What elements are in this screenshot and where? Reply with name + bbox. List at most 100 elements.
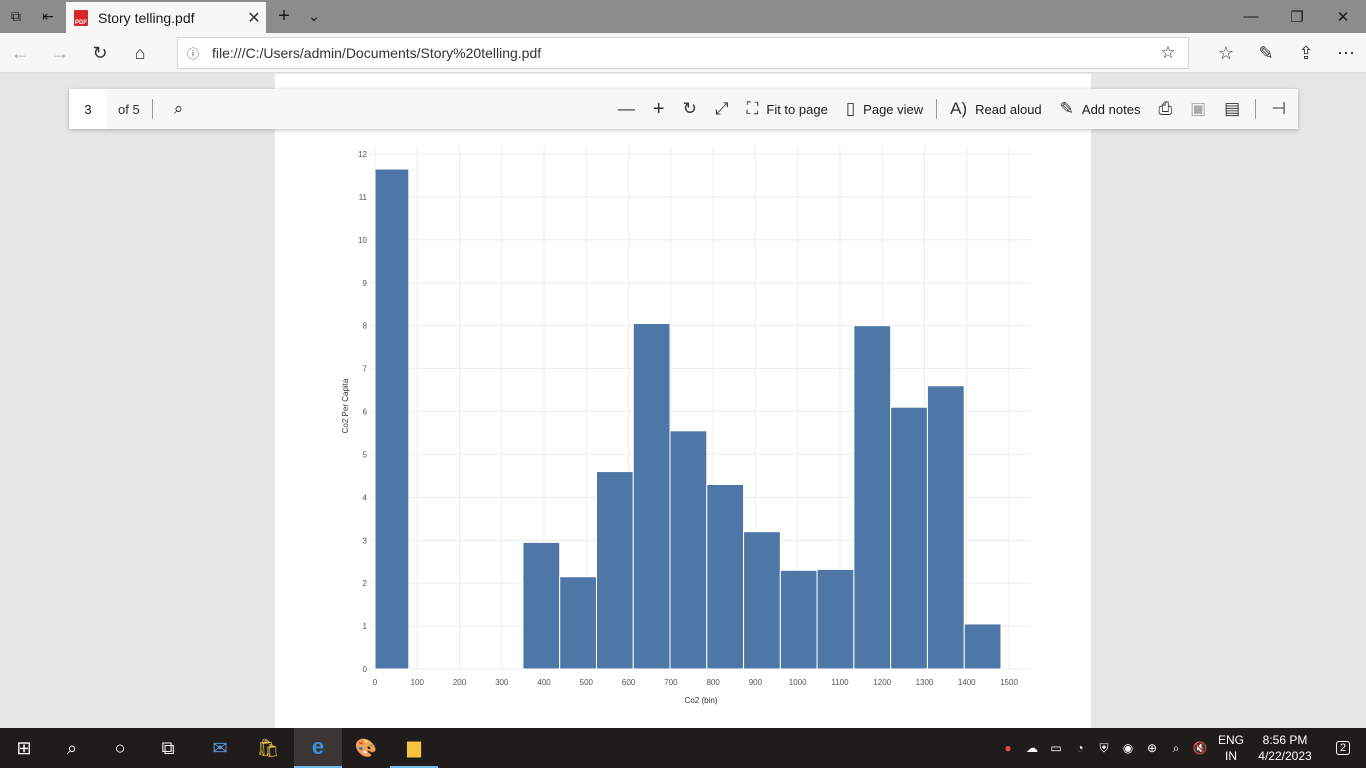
tab-actions-icon[interactable]: ⧉ — [11, 8, 21, 24]
search-button[interactable]: ⌕ — [165, 89, 193, 129]
web-note-pen-icon[interactable]: ✎ — [1258, 42, 1274, 63]
rotate-icon: ↻ — [682, 99, 697, 118]
x-tick-label: 900 — [749, 678, 763, 687]
x-tick-label: 1000 — [789, 678, 807, 687]
read-aloud-label: Read aloud — [975, 101, 1042, 117]
tab-story-telling[interactable]: PDF Story telling.pdf ✕ — [66, 2, 266, 33]
rotate-button[interactable]: ↻ — [674, 89, 706, 129]
notification-center-icon[interactable]: 2 — [1320, 728, 1366, 768]
onedrive-tray-icon[interactable]: ☁ — [1026, 741, 1038, 755]
defender-shield-icon[interactable]: ⛨ — [1099, 740, 1109, 755]
clock[interactable]: 8:56 PM 4/22/2023 — [1250, 732, 1320, 764]
y-tick-label: 6 — [363, 408, 368, 417]
edge-browser-icon[interactable]: e — [294, 728, 342, 768]
fit-to-page-button[interactable]: ⛶ Fit to page — [737, 89, 836, 129]
favorites-icon[interactable]: ☆ — [1217, 42, 1235, 63]
page-view-button[interactable]: ▯ Page view — [837, 89, 932, 129]
histogram-bar — [559, 576, 597, 670]
paint-icon[interactable]: 🎨 — [354, 737, 378, 758]
back-arrow-icon[interactable]: ← — [11, 42, 29, 63]
volume-muted-icon[interactable]: 🔇 — [1192, 741, 1208, 755]
close-tab-icon[interactable]: ✕ — [247, 9, 261, 27]
histogram-bar — [816, 568, 855, 670]
page-number-input[interactable]: 3 — [69, 89, 107, 129]
x-tick-label: 100 — [411, 678, 425, 687]
x-tick-label: 1100 — [831, 678, 849, 687]
print-button[interactable]: ⎙ — [1149, 89, 1181, 129]
y-tick-label: 9 — [363, 279, 368, 288]
x-tick-label: 800 — [706, 678, 720, 687]
x-tick-label: 500 — [580, 678, 594, 687]
restore-icon[interactable]: ❐ — [1290, 8, 1304, 26]
x-tick-label: 1200 — [873, 678, 891, 687]
save-button[interactable]: ▣ — [1181, 89, 1215, 129]
url-text[interactable]: file:///C:/Users/admin/Documents/Story%2… — [212, 45, 542, 61]
tab-title: Story telling.pdf — [98, 9, 195, 26]
y-axis-label: Co2 Per Capita — [341, 378, 350, 433]
favorite-star-icon[interactable]: ☆ — [1160, 43, 1176, 62]
cortana-icon[interactable]: ○ — [114, 737, 126, 758]
histogram-bar — [926, 385, 965, 670]
globe-tray-icon[interactable]: ⊕ — [1146, 741, 1158, 755]
network-tray-icon[interactable]: ◔ — [1076, 741, 1084, 755]
store-icon[interactable]: 🛍 — [256, 737, 280, 758]
x-tick-label: 300 — [495, 678, 509, 687]
y-tick-label: 7 — [363, 365, 368, 374]
site-info-icon[interactable]: ⓘ — [186, 46, 199, 61]
y-tick-label: 0 — [363, 665, 368, 674]
read-aloud-icon: A) — [950, 99, 968, 118]
file-explorer-icon[interactable]: ▆ — [390, 728, 438, 768]
pdf-toolbar: 3 of 5 ⌕ — + ↻ ⤢ ⛶ Fit to page ▯ Page vi… — [69, 89, 1298, 129]
task-view-icon[interactable]: ⧉ — [161, 737, 175, 758]
page-view-label: Page view — [863, 101, 924, 117]
toolbar-divider — [1255, 99, 1257, 119]
minimize-icon[interactable]: — — [1243, 8, 1259, 25]
search-icon[interactable]: ⌕ — [66, 737, 78, 758]
histogram-bar — [779, 569, 818, 670]
battery-tray-icon[interactable]: ▭ — [1050, 741, 1062, 755]
close-window-icon[interactable]: ✕ — [1336, 8, 1350, 26]
new-tab-icon[interactable]: + — [278, 5, 290, 27]
search-tray-icon[interactable]: ⌕ — [1172, 740, 1180, 755]
add-notes-button[interactable]: ✎ Add notes — [1051, 89, 1150, 129]
save-as-button[interactable]: ▤ — [1215, 89, 1249, 129]
read-aloud-button[interactable]: A) Read aloud — [941, 89, 1051, 129]
toolbar-divider — [936, 99, 938, 119]
y-tick-label: 4 — [363, 493, 368, 502]
share-icon[interactable]: ⇪ — [1298, 42, 1314, 63]
zoom-in-button[interactable]: + — [644, 89, 674, 129]
tab-list-chevron-down-icon[interactable]: ⌄ — [308, 8, 320, 24]
histogram-bar — [522, 541, 561, 670]
mail-icon[interactable]: ✉ — [212, 737, 228, 758]
x-tick-label: 400 — [537, 678, 551, 687]
navigation-bar: ← → ↻ ⌂ ⓘ file:///C:/Users/admin/Documen… — [0, 33, 1366, 73]
y-tick-label: 3 — [363, 536, 368, 545]
pin-toolbar-button[interactable]: ⊣ — [1262, 89, 1298, 129]
address-bar[interactable]: ⓘ file:///C:/Users/admin/Documents/Story… — [177, 37, 1189, 69]
save-icon: ▣ — [1190, 99, 1207, 118]
clock-time: 8:56 PM — [1262, 733, 1308, 747]
full-screen-button[interactable]: ⤢ — [706, 89, 738, 129]
language-indicator[interactable]: ENG IN — [1214, 732, 1248, 764]
x-tick-label: 1300 — [916, 678, 934, 687]
zoom-out-button[interactable]: — — [609, 89, 644, 129]
home-icon[interactable]: ⌂ — [134, 42, 146, 63]
y-tick-label: 2 — [363, 579, 368, 588]
pdf-viewer[interactable]: 0 1 2 3 4 5 6 7 8 9 10 11 12 0 100 200 300 400 500 600 700 8… — [0, 74, 1366, 728]
y-tick-label: 11 — [359, 193, 368, 202]
page-total: of 5 — [118, 101, 140, 117]
app-tray-icon[interactable]: ◉ — [1122, 741, 1134, 755]
histogram-bar — [632, 323, 671, 670]
windows-start-icon[interactable]: ⊞ — [16, 737, 32, 758]
y-tick-label: 1 — [363, 622, 368, 631]
language-code: ENG — [1217, 733, 1244, 747]
pdf-page: 0 1 2 3 4 5 6 7 8 9 10 11 12 0 100 200 300 400 500 600 700 8… — [275, 74, 1091, 728]
print-icon: ⎙ — [1158, 99, 1173, 118]
more-options-icon[interactable]: ⋯ — [1337, 42, 1355, 63]
forward-arrow-icon[interactable]: → — [51, 42, 69, 63]
recorder-tray-icon[interactable]: ● — [1004, 741, 1012, 755]
y-tick-label: 10 — [358, 236, 367, 245]
x-tick-label: 1400 — [958, 678, 976, 687]
set-aside-tabs-icon[interactable]: ⇤ — [42, 8, 54, 24]
refresh-icon[interactable]: ↻ — [92, 42, 108, 63]
